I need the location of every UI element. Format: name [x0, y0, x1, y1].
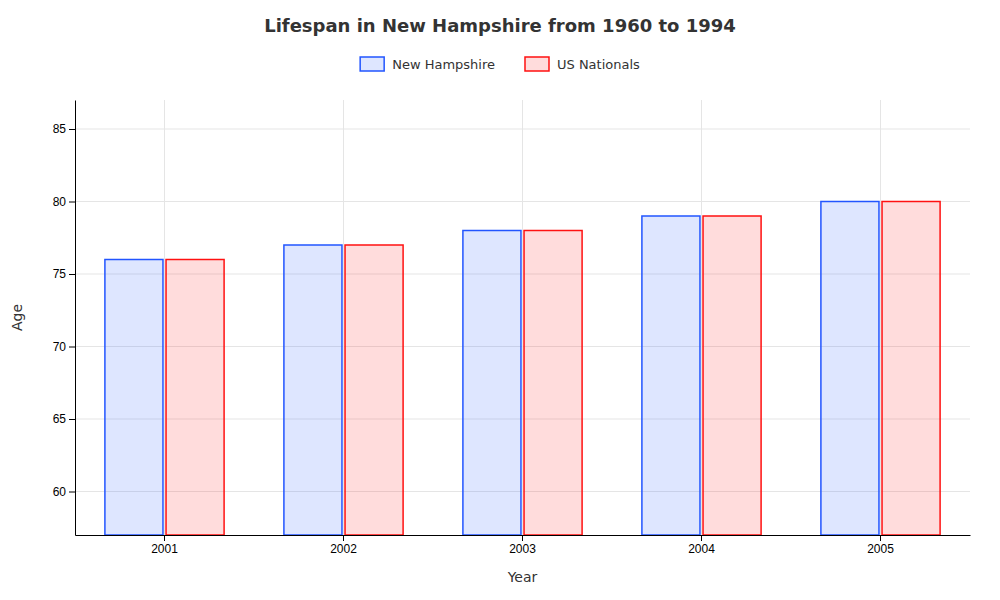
bar-series [166, 202, 940, 536]
x-tick-mark [164, 535, 165, 541]
bars [105, 202, 940, 536]
legend-label: US Nationals [557, 57, 640, 72]
y-tick-mark [69, 419, 75, 420]
x-tick-mark [880, 535, 881, 541]
bar [703, 216, 761, 535]
y-axis-line [75, 101, 76, 536]
y-tick-label: 85 [53, 122, 67, 136]
x-tick-label: 2002 [330, 542, 357, 556]
bar [642, 216, 700, 535]
bar [882, 202, 940, 536]
x-tick-mark [522, 535, 523, 541]
y-tick-label: 70 [53, 340, 67, 354]
x-tick-label: 2003 [509, 542, 536, 556]
bar [821, 202, 879, 536]
bar [524, 231, 582, 536]
plot: 2001 2002 2003 2004 2005 60 65 70 75 80 85 [53, 100, 971, 556]
y-tick-label: 80 [53, 195, 67, 209]
x-tick-label: 2004 [688, 542, 715, 556]
y-tick: 65 [53, 412, 75, 426]
y-axis-title: Age [9, 304, 25, 331]
y-tick: 70 [53, 340, 75, 354]
bar [345, 245, 403, 535]
grid-line [701, 100, 702, 535]
x-tick: 2003 [509, 535, 536, 556]
bar-series [105, 202, 879, 536]
x-tick-mark [343, 535, 344, 541]
y-tick: 85 [53, 122, 75, 136]
y-axis: 60 65 70 75 80 85 [53, 101, 76, 536]
x-tick: 2002 [330, 535, 357, 556]
title: Lifespan in New Hampshire from 1960 to 1… [264, 15, 736, 36]
grid-line [164, 100, 165, 535]
x-axis: 2001 2002 2003 2004 2005 [76, 535, 971, 556]
y-tick: 75 [53, 267, 75, 281]
y-tick-mark [69, 274, 75, 275]
x-tick: 2005 [867, 535, 894, 556]
x-tick-label: 2001 [151, 542, 178, 556]
bar [463, 231, 521, 536]
y-tick-label: 75 [53, 267, 67, 281]
legend-swatch [525, 57, 549, 71]
legend-item: US Nationals [525, 57, 640, 72]
x-axis-title: Year [507, 569, 538, 585]
y-tick-mark [69, 202, 75, 203]
y-tick-mark [69, 492, 75, 493]
y-tick-mark [69, 347, 75, 348]
x-tick-label: 2005 [867, 542, 894, 556]
bar [105, 260, 163, 536]
y-tick-label: 65 [53, 412, 67, 426]
chart: 2001 2002 2003 2004 2005 60 65 70 75 80 85 Year Age L… [0, 0, 1000, 600]
legend-label: New Hampshire [392, 57, 495, 72]
x-tick: 2004 [688, 535, 715, 556]
bar [284, 245, 342, 535]
grid-line [880, 100, 881, 535]
grid-line [522, 100, 523, 535]
bar [166, 260, 224, 536]
legend-item: New Hampshire [360, 57, 495, 72]
y-tick: 80 [53, 195, 75, 209]
y-tick: 60 [53, 485, 75, 499]
legend: New Hampshire US Nationals [360, 57, 640, 72]
x-tick-mark [701, 535, 702, 541]
x-tick: 2001 [151, 535, 178, 556]
legend-swatch [360, 57, 384, 71]
y-tick-mark [69, 129, 75, 130]
y-tick-label: 60 [53, 485, 67, 499]
grid-line [343, 100, 344, 535]
grid [75, 100, 970, 535]
